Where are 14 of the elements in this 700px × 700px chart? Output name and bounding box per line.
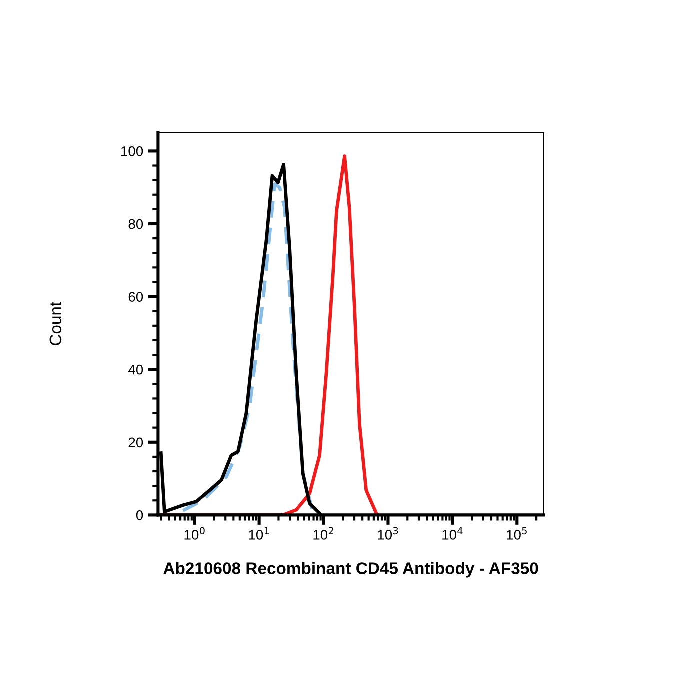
y-tick-label: 0	[136, 510, 144, 520]
y-axis-title: Count	[50, 302, 62, 346]
x-tick-label: 10$^{2}$	[314, 527, 334, 540]
y-tick-label: 20	[128, 438, 144, 448]
x-tick-label: 10$^{1}$	[249, 527, 270, 540]
x-tick-label: 10$^{4}$	[442, 527, 463, 540]
x-tick-label: 10$^{5}$	[507, 527, 527, 540]
x-tick-label: 10$^{3}$	[378, 527, 398, 540]
y-tick-label: 100	[122, 146, 144, 156]
y-tick-label: 40	[128, 364, 144, 375]
y-tick-label: 80	[128, 219, 144, 230]
x-tick-label: 10$^{0}$	[184, 527, 205, 540]
y-tick-label: 60	[128, 292, 144, 302]
x-axis-title: Ab210608 Recombinant CD45 Antibody - AF350	[164, 562, 538, 578]
